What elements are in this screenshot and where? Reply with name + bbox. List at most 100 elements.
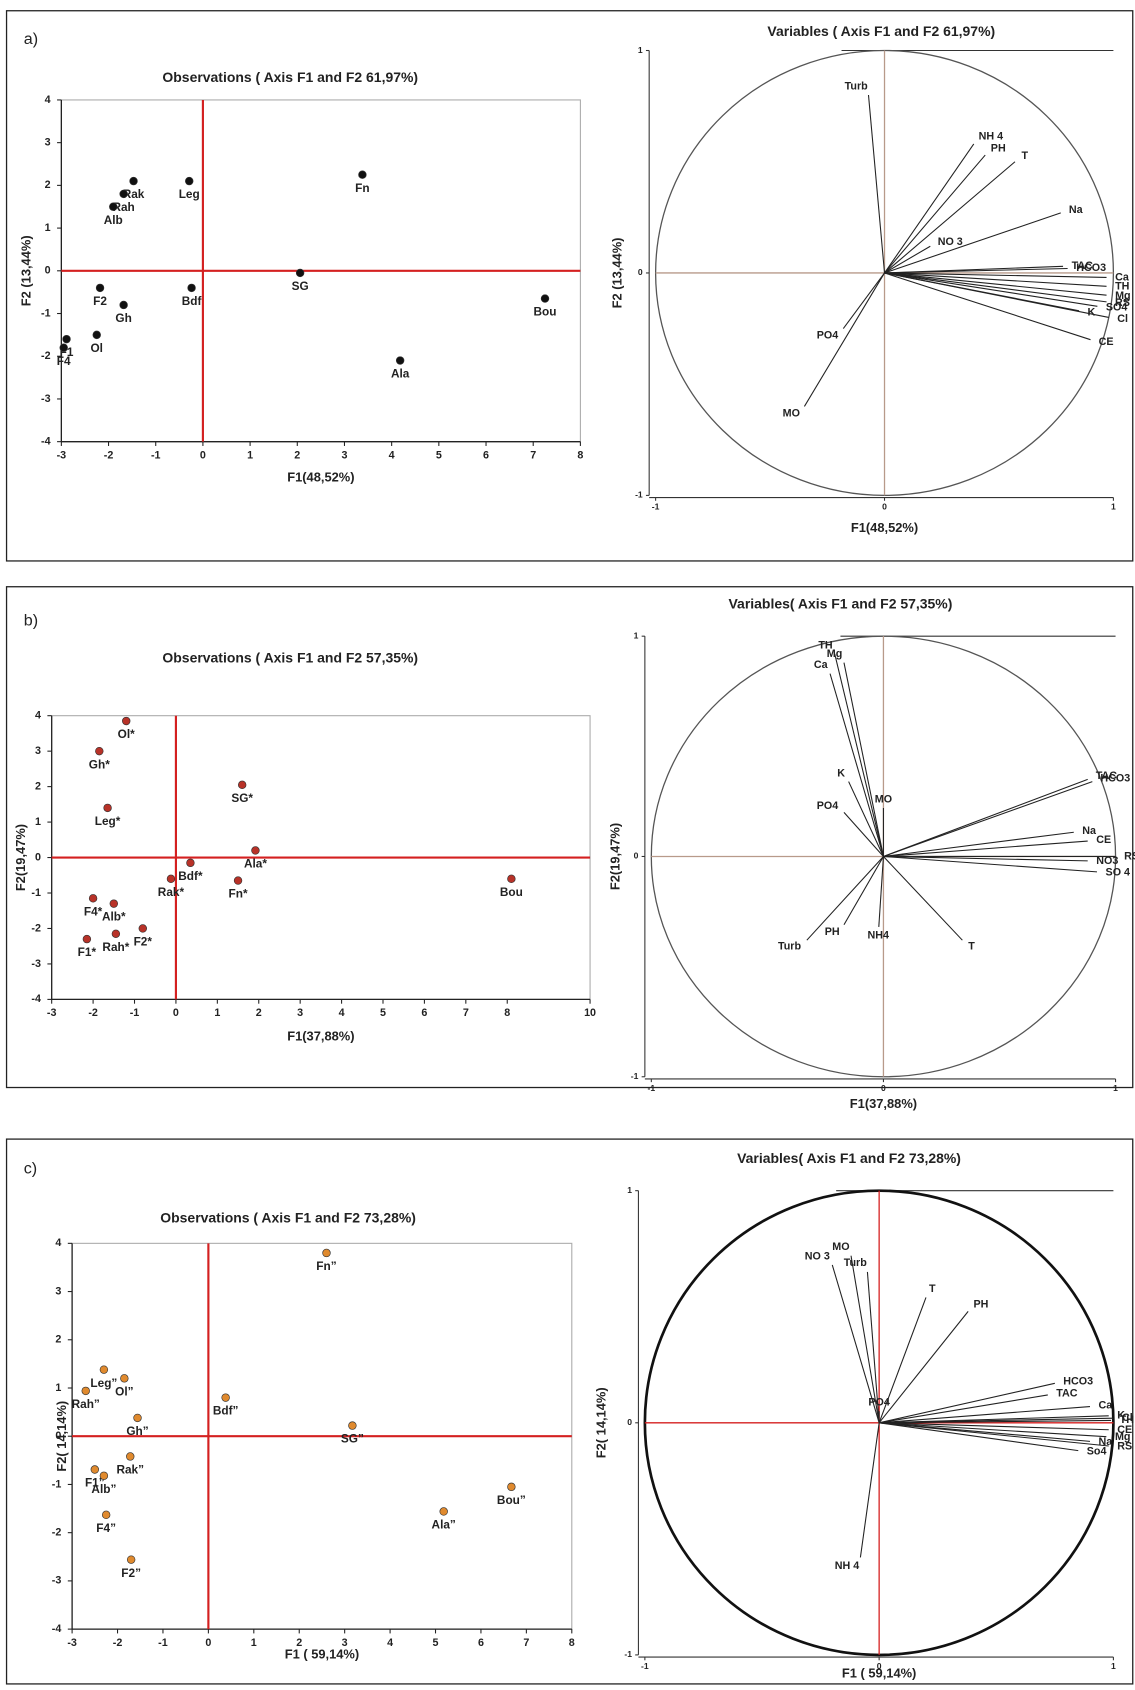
point-label: Ol* <box>118 727 135 741</box>
chart-title: Variables ( Axis F1 and F2 61,97%) <box>767 23 995 39</box>
loading-vector <box>884 212 1061 274</box>
point-label: Gh <box>115 311 131 325</box>
y-tick-label: 0 <box>45 265 51 277</box>
x-tick-label: 8 <box>577 449 583 461</box>
point-label: Fn <box>355 181 369 195</box>
x-tick-label: 2 <box>294 449 300 461</box>
point <box>439 1507 448 1516</box>
x-tick-label: 5 <box>433 1637 439 1649</box>
loading-vector <box>884 161 1016 274</box>
point-label: Bdf <box>182 294 202 308</box>
x-tick-label: 1 <box>251 1637 257 1649</box>
point <box>95 746 104 756</box>
y-tick-label: 1 <box>55 1382 61 1394</box>
x-axis-label: F1 ( 59,14%) <box>285 1646 359 1661</box>
point <box>88 894 98 903</box>
point-label: Leg* <box>95 814 121 828</box>
y-tick-label: 4 <box>35 710 41 722</box>
x-tick-label: 0 <box>200 449 206 461</box>
y-axis-label: F2(19,47%) <box>13 824 28 891</box>
point-label: Ol <box>91 341 103 355</box>
point <box>126 1452 135 1461</box>
vector-label: Turb <box>778 940 801 952</box>
x-tick-label: 1 <box>214 1007 220 1019</box>
point <box>59 343 68 352</box>
point <box>119 189 128 199</box>
x-tick-label: 6 <box>483 449 489 461</box>
point <box>186 858 195 868</box>
x-tick-label: 0 <box>881 1083 886 1093</box>
point-label: Rah <box>112 200 134 214</box>
point <box>507 1482 516 1492</box>
loading-vector <box>850 1255 880 1423</box>
point-label: Rak” <box>116 1463 144 1477</box>
chart-title: Observations ( Axis F1 and F2 73,28%) <box>160 1209 416 1225</box>
point <box>348 1421 357 1430</box>
vector-label: HCO3 <box>1100 773 1130 785</box>
loading-vector <box>879 1422 1109 1447</box>
vector-label: Ca <box>1115 271 1130 283</box>
x-tick-label: 3 <box>297 1007 303 1019</box>
x-tick-label: 10 <box>584 1007 596 1019</box>
vector-label: MO <box>832 1241 849 1253</box>
point-label: F4” <box>96 1521 116 1535</box>
y-tick-label: 2 <box>45 179 51 191</box>
point-label: Bdf* <box>178 869 203 883</box>
y-tick-label: 1 <box>45 222 51 234</box>
point-label: Bdf” <box>213 1404 239 1418</box>
point <box>126 1555 136 1564</box>
loading-vector <box>884 143 975 274</box>
y-tick-label: -2 <box>41 350 51 362</box>
point <box>81 1386 90 1396</box>
loading-vector <box>884 272 1107 287</box>
point <box>322 1248 331 1258</box>
point <box>120 1374 129 1383</box>
y-tick-label: 2 <box>35 780 41 792</box>
y-axis-label: F2( 14,14%) <box>593 1387 608 1458</box>
y-tick-label: 0 <box>634 851 639 861</box>
vector-label: Mg <box>827 648 843 660</box>
vector-label: Cl <box>1122 1412 1133 1424</box>
point-label: F2* <box>134 935 153 949</box>
vector-label: PO4 <box>817 800 839 812</box>
vector-label: K <box>1117 1409 1125 1421</box>
panel-label: c) <box>24 1159 37 1177</box>
vector-label: RS <box>1117 1441 1132 1453</box>
loading-vector <box>878 1311 969 1424</box>
vector-label: Cl <box>1117 313 1128 325</box>
point-label: Bou <box>534 305 557 319</box>
loading-vector <box>834 653 884 857</box>
point-label: Alb* <box>102 910 126 924</box>
point-label: Ala* <box>244 857 267 871</box>
point <box>109 899 118 908</box>
y-tick-label: 4 <box>55 1237 61 1249</box>
point-label: Ala <box>391 367 410 381</box>
x-axis-label: F1(48,52%) <box>287 470 354 485</box>
x-tick-label: 4 <box>389 449 395 461</box>
loading-vector <box>879 1394 1048 1424</box>
vector-label: CE <box>1099 336 1114 348</box>
chart-title: Variables( Axis F1 and F2 73,28%) <box>737 1150 961 1166</box>
vector-label: Ca <box>1099 1400 1114 1412</box>
x-tick-label: 0 <box>877 1661 882 1671</box>
loading-vector <box>803 272 885 407</box>
vector-label: Turb <box>845 80 868 92</box>
loading-vector <box>879 1419 1112 1424</box>
point <box>122 716 131 726</box>
loading-vector <box>884 272 1107 303</box>
loading-vector <box>879 1382 1055 1424</box>
vector-label: T <box>929 1283 936 1295</box>
y-tick-label: -1 <box>52 1478 62 1490</box>
x-axis-label: F1(37,88%) <box>287 1028 354 1043</box>
y-tick-label: -2 <box>31 922 41 934</box>
point <box>99 1471 109 1480</box>
loading-vector <box>842 272 885 329</box>
vector-label: PO4 <box>817 329 839 341</box>
vector-label: TAC <box>1056 1387 1078 1399</box>
point-label: SG <box>292 279 309 293</box>
point-label: Bou” <box>497 1493 526 1507</box>
y-tick-label: 1 <box>634 630 639 640</box>
vector-label: TAC <box>1096 770 1118 782</box>
y-tick-label: -3 <box>41 393 51 405</box>
